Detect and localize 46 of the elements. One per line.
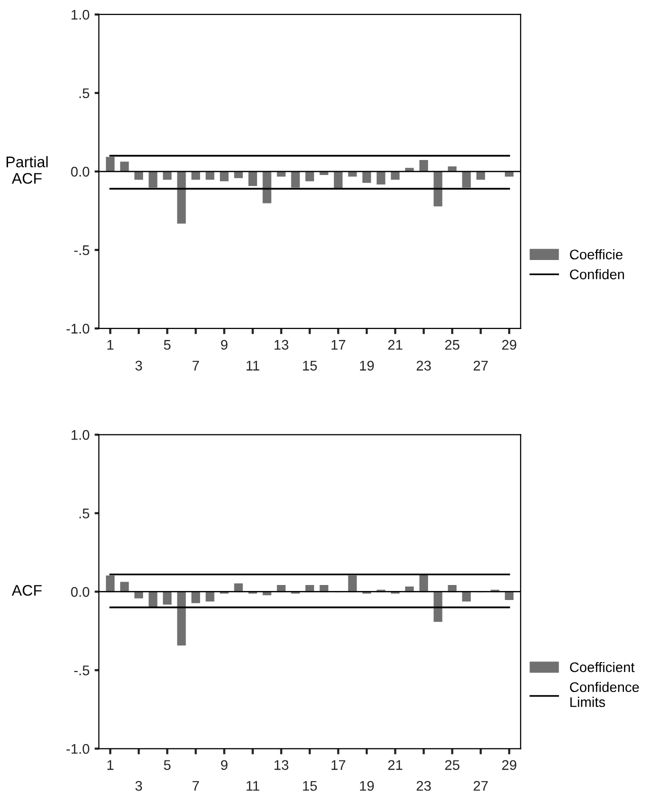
- x-tick-label: 1: [107, 760, 114, 770]
- x-tick-label: 25: [445, 760, 460, 770]
- y-tick-label: .5: [80, 508, 90, 518]
- x-tick-label: 27: [474, 780, 488, 791]
- legend-label: Confiden: [570, 269, 624, 280]
- x-tick-label: 7: [192, 781, 199, 791]
- y-tick-label: -1.0: [66, 324, 90, 334]
- legend-label: Coefficie: [570, 249, 622, 260]
- x-tick-label: 21: [388, 760, 402, 770]
- x-tick-label: 29: [502, 340, 516, 350]
- y-tick-label: .5: [80, 88, 90, 98]
- x-tick-label: 17: [332, 340, 346, 350]
- legend-label: Coefficient: [570, 662, 635, 672]
- x-tick-label: 27: [474, 360, 488, 370]
- y-tick-label: -1.0: [66, 744, 90, 754]
- x-tick-label: 15: [303, 360, 317, 371]
- x-tick-label: 19: [360, 780, 374, 791]
- y-axis-title: ACF: [12, 584, 42, 596]
- y-tick-label: -.5: [74, 245, 90, 256]
- y-tick-label: 1.0: [72, 430, 90, 440]
- x-tick-label: 23: [416, 780, 431, 791]
- x-tick-label: 11: [246, 781, 260, 791]
- x-tick-label: 7: [192, 360, 199, 370]
- x-tick-label: 11: [246, 360, 260, 370]
- y-axis-title: Partial ACF: [6, 156, 48, 184]
- x-tick-label: 3: [135, 360, 142, 371]
- x-tick-label: 3: [135, 780, 142, 791]
- x-tick-label: 15: [303, 781, 317, 791]
- x-tick-label: 21: [388, 340, 402, 350]
- x-tick-label: 19: [360, 360, 374, 371]
- x-tick-label: 13: [274, 340, 288, 350]
- x-tick-label: 9: [221, 340, 228, 350]
- x-tick-label: 5: [164, 760, 171, 770]
- y-tick-label: 0.0: [71, 587, 90, 597]
- x-tick-label: 25: [445, 340, 460, 350]
- x-tick-label: 5: [164, 340, 171, 350]
- y-tick-label: 0.0: [71, 166, 90, 177]
- x-tick-label: 17: [332, 760, 346, 770]
- x-tick-label: 29: [502, 760, 516, 770]
- x-tick-label: 23: [416, 360, 431, 371]
- x-tick-label: 9: [221, 760, 228, 770]
- y-tick-label: 1.0: [72, 10, 90, 20]
- x-tick-label: 13: [274, 760, 288, 770]
- y-tick-label: -.5: [74, 666, 90, 676]
- x-tick-label: 1: [107, 340, 114, 350]
- legend-label: Confidence Limits: [570, 682, 639, 708]
